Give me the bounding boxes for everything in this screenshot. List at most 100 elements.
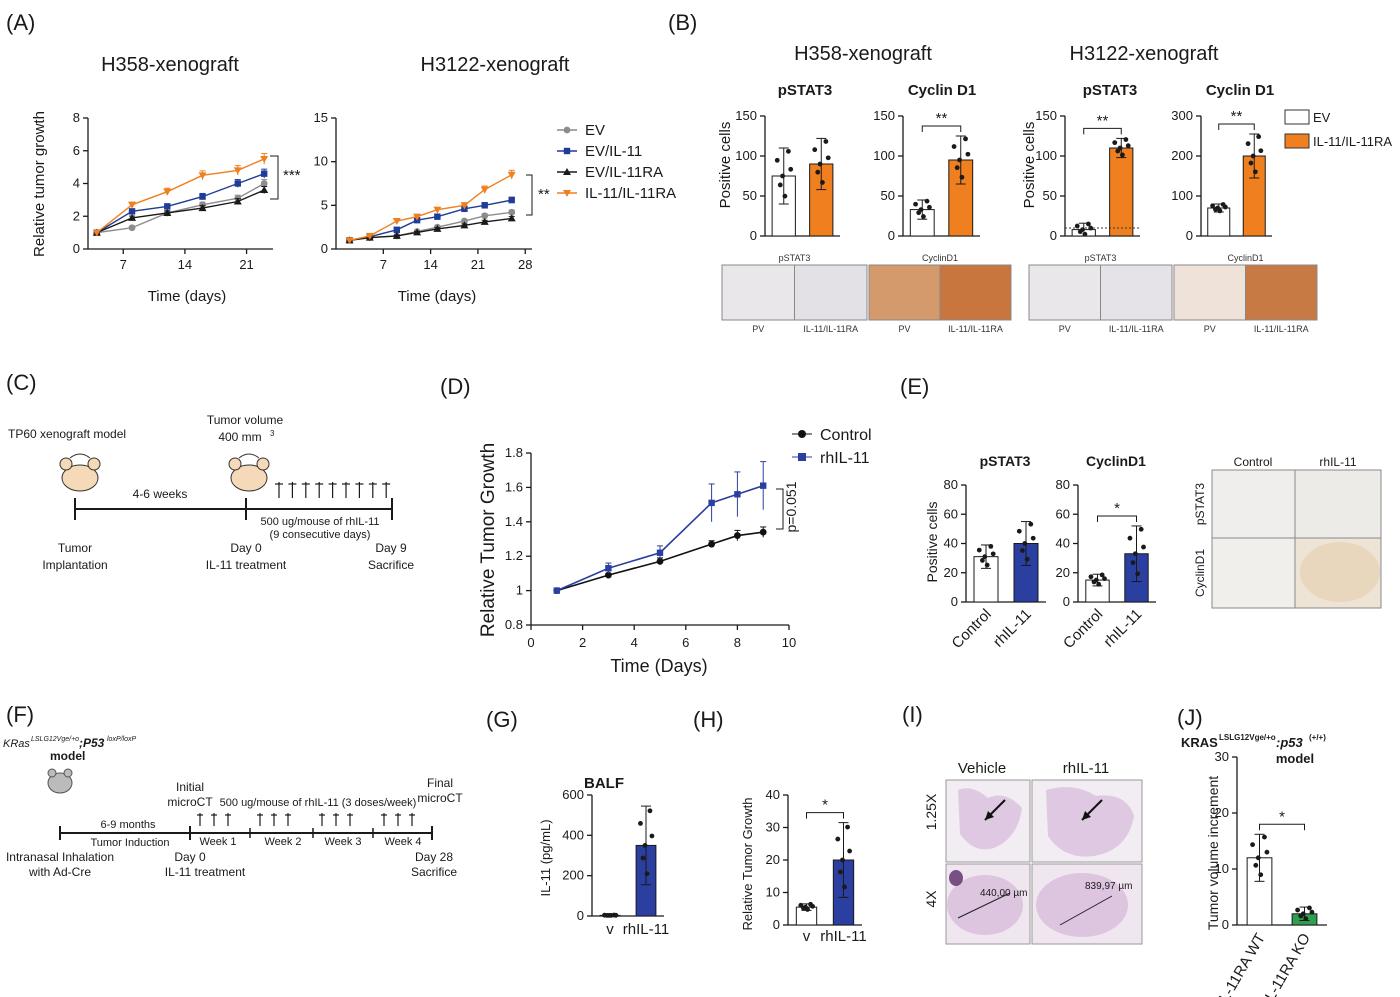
image-caption: PV [1204,324,1216,334]
panel-label-c: (C) [6,370,37,395]
a1-title: H358-xenograft [101,54,239,76]
f-p53: ;P53 [79,736,105,750]
legend-label: EV [585,122,605,139]
i-measure1: 440,00 µm [980,888,1027,899]
data-dot [835,836,841,842]
data-dot [1300,911,1306,917]
y-tick-label: 40 [944,536,958,551]
image-caption: PV [898,324,910,334]
data-point [128,213,137,221]
f-w4: Week 4 [384,836,421,848]
data-point [164,203,171,210]
data-dot [1074,223,1080,229]
ihc-image [1245,264,1318,321]
y-tick-label: 0 [73,241,80,256]
d-pvalue: p=0.051 [783,481,799,532]
data-dot [640,855,646,861]
i-vehicle: Vehicle [958,760,1006,777]
f-intra2: with Ad-Cre [28,865,91,879]
data-dot [990,551,996,557]
panel-label-i: (I) [902,702,923,727]
y-tick-label: 1.6 [505,479,523,494]
x-tick-label: 4 [631,635,638,650]
f-final: Final [427,776,453,790]
data-dot [1258,872,1264,878]
y-axis-label: Positive cells [1021,122,1038,209]
sig-label: ** [936,110,948,127]
e-ylabel: Positive cells [924,502,940,583]
image-col-label: rhIL-11 [1319,455,1356,469]
data-dot [823,139,829,144]
data-dot [1138,526,1144,532]
y-tick-label: 400 [562,827,584,842]
i-rh: rhIL-11 [1063,760,1109,777]
c-days: (9 consecutive days) [270,529,371,541]
f-dose: 500 ug/mouse of rhIL-11 (3 doses/week) [220,797,417,809]
legend-marker [563,126,571,134]
legend-marker [563,190,571,197]
data-point [393,226,401,233]
data-point [605,571,612,579]
y-tick-label: 20 [766,852,780,867]
x-tick-label: 0 [527,635,534,650]
ihc-image [1173,264,1246,321]
data-dot [924,198,930,204]
y-tick-label: 60 [944,506,958,521]
c-volume-sup: 3 [270,429,275,438]
syringe-icons-c [275,482,391,498]
series-line [349,174,513,241]
y-tick-label: 0 [888,228,895,243]
data-dot [644,871,650,877]
bar [1109,147,1134,237]
data-point [365,232,374,240]
data-dot [777,182,783,188]
data-dot [988,543,994,549]
data-dot [1256,134,1262,140]
data-point [480,186,489,194]
h-ylabel: Relative Tumor Growth [740,798,755,931]
ihc-image [1100,264,1173,321]
data-dot [954,165,960,171]
data-point [260,186,269,194]
j-title: KRAS LSLG12Vge/+o :p53 (+/+) model [1181,733,1326,766]
y-tick-label: 200 [562,868,584,883]
histology-i: Vehicle rhIL-11 1.25X 4X 440,00 µm 839,9… [923,760,1143,945]
sig-bracket [806,812,844,819]
c-volume: Tumor volume [207,413,284,427]
c-weeks: 4-6 weeks [133,487,188,501]
y-tick-label: 0 [750,228,757,243]
y-tick-label: 0 [951,594,958,609]
data-dot [1127,535,1133,541]
data-point [760,482,767,489]
image-col-label: Control [1234,455,1273,469]
c-model: TP60 xenograft model [8,427,126,441]
image-caption: IL-11/IL-11RA [803,324,858,334]
ihc-images-b: pSTAT3 PV IL-11/IL-11RA CyclinD1 PV IL-11/IL-… [721,253,1318,334]
x-tick-label: 6 [682,635,689,650]
sig-label: *** [283,167,301,184]
e-pstat3: pSTAT3 [980,453,1031,469]
y-tick-label: 20 [944,565,958,580]
sig-label: ** [1097,112,1109,129]
data-dot [1024,556,1030,562]
y-tick-label: 0 [577,908,584,923]
data-dot [1102,576,1107,582]
g-ylabel: IL-11 (pg/mL) [538,819,553,896]
data-point [460,221,469,229]
data-dot [812,147,818,153]
chart-g: 0 200 400 600 v rhIL-11 [562,787,669,938]
y-tick-label: 600 [562,787,584,802]
data-dot [1125,143,1131,149]
y-tick-label: 8 [73,110,80,125]
data-dot [638,820,643,826]
data-dot [963,136,968,142]
y-tick-label: 10 [766,885,780,900]
y-tick-label: 50 [743,188,757,203]
y-tick-label: 150 [1035,108,1057,123]
f-w1: Week 1 [199,836,236,848]
data-dot [1112,140,1118,146]
data-dot [951,144,957,149]
i-125: 1.25X [923,793,939,830]
panel-label-j: (J) [1177,705,1203,730]
